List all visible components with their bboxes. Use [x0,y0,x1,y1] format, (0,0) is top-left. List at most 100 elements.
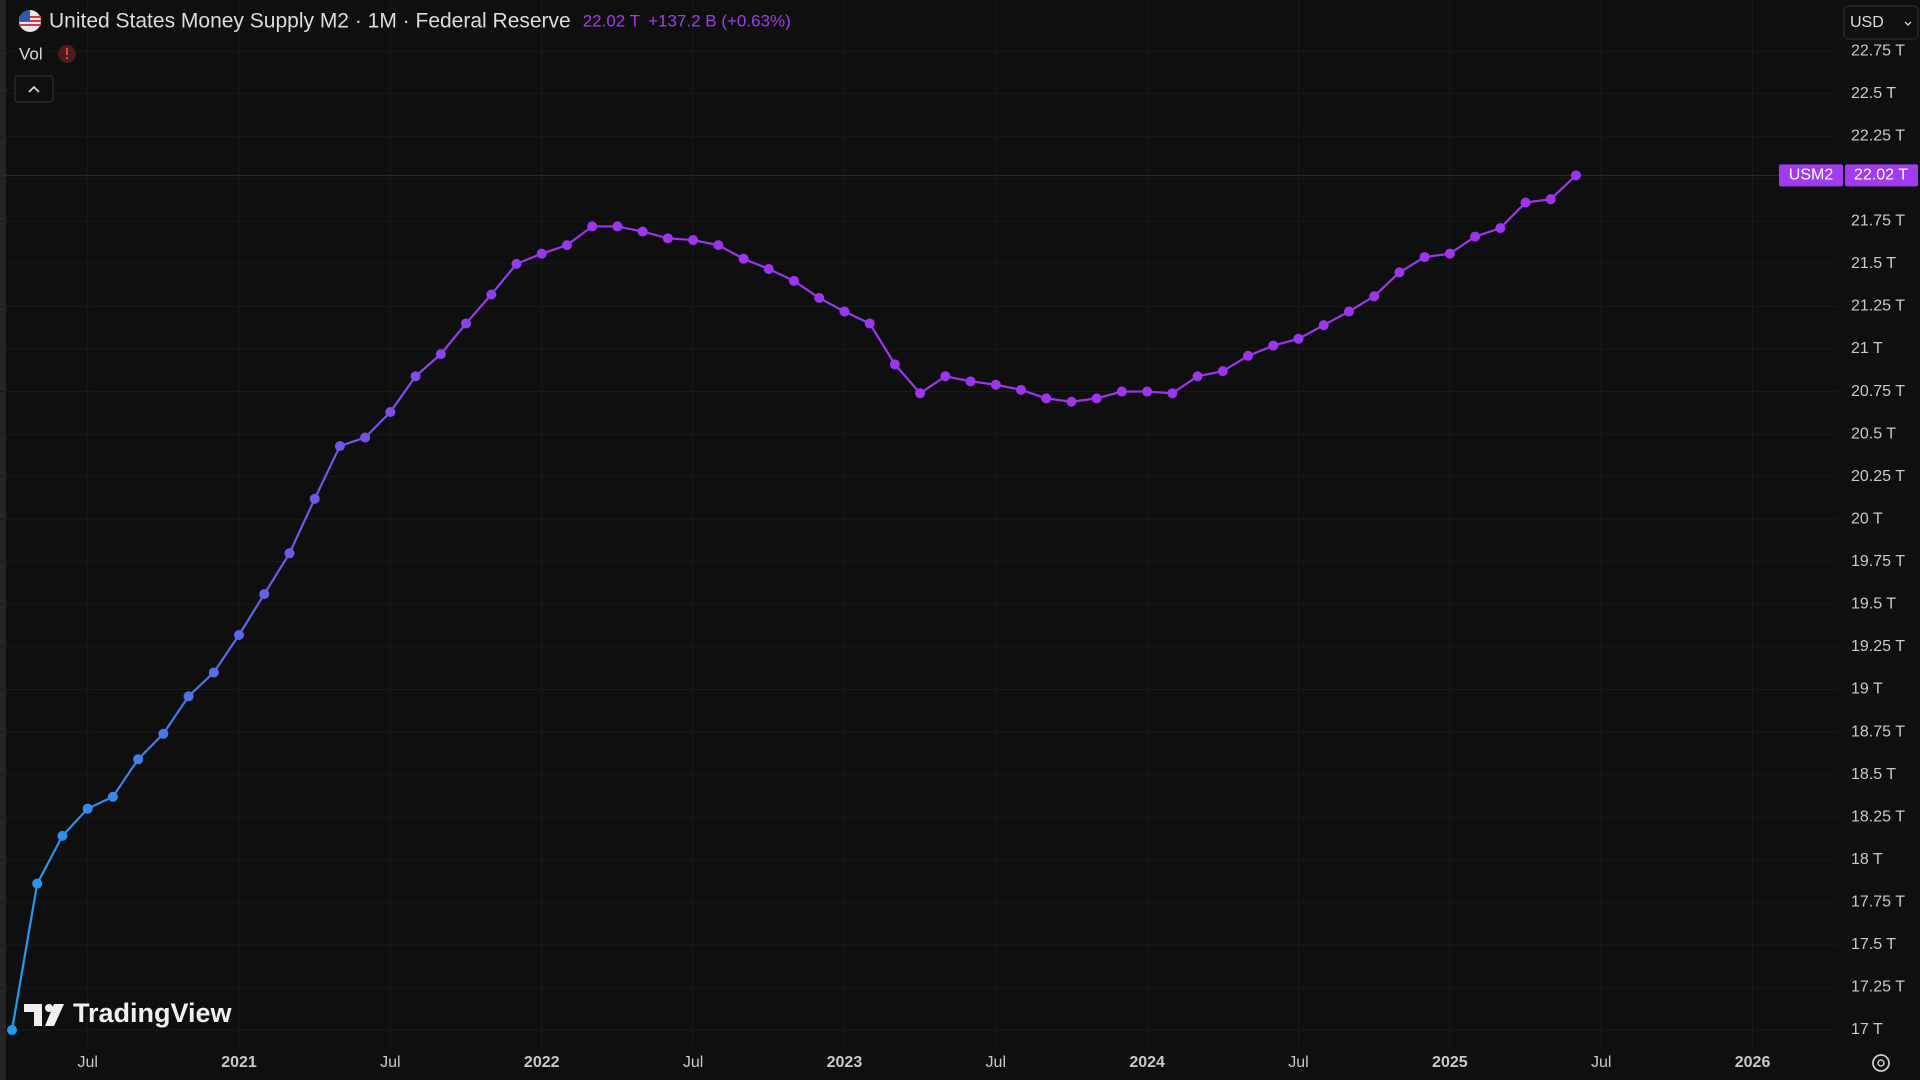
y-tick-label: 19.75 T [1851,553,1905,570]
plot [0,170,1837,1035]
header-change: +137.2 B (+0.63%) [648,11,791,30]
data-point [1116,386,1127,397]
y-tick-label: 19.5 T [1851,596,1896,613]
data-point [1167,388,1178,399]
watermark-logo [24,1004,64,1026]
data-point [990,379,1001,390]
data-point [1016,384,1027,395]
data-point [1243,350,1254,361]
y-tick-label: 21 T [1851,340,1883,357]
data-point [82,803,93,814]
data-point [965,376,976,387]
data-point [662,233,673,244]
x-tick-label: 2024 [1129,1054,1165,1071]
y-tick-label: 20.25 T [1851,468,1905,485]
x-tick-label: Jul [77,1054,97,1071]
price-tag-symbol-bg [1779,164,1843,187]
price-tag-value-bg [1845,164,1918,187]
x-tick-label: Jul [1591,1054,1611,1071]
data-point [637,226,648,237]
data-point [612,221,623,232]
grid [0,0,1837,1047]
price-tag-symbol: USM2 [1789,167,1834,184]
data-point [107,791,118,802]
currency-button[interactable] [1843,5,1919,40]
data-point [889,359,900,370]
y-tick-label: 17 T [1851,1021,1883,1038]
x-tick-label: 2026 [1735,1054,1771,1071]
collapse-icon [28,85,40,93]
data-point [334,441,345,452]
data-point [1192,371,1203,382]
x-tick-label: 2021 [221,1054,257,1071]
data-point [208,667,219,678]
data-point [839,306,850,317]
data-point [1419,252,1430,263]
data-point [1444,248,1455,259]
x-tick-label: 2022 [524,1054,560,1071]
data-point [940,371,951,382]
data-point [1293,333,1304,344]
data-point [32,878,43,889]
data-point [1545,194,1556,205]
y-tick-label: 19.25 T [1851,638,1905,655]
data-point [1091,393,1102,404]
data-point [234,630,245,641]
volume-label: Vol [19,44,43,63]
y-tick-label: 20.75 T [1851,383,1905,400]
data-point [738,253,749,264]
y-tick-label: 21.75 T [1851,213,1905,230]
data-point [511,258,522,269]
data-point [536,248,547,259]
data-point [1520,197,1531,208]
chart-title: United States Money Supply M2 · 1M · Fed… [49,10,571,33]
data-point [360,432,371,443]
data-point [1217,366,1228,377]
y-tick-label: 17.25 T [1851,979,1905,996]
currency-label: USD [1850,14,1884,31]
data-point [814,292,825,303]
currency-caret [1904,21,1912,26]
data-point [259,589,270,600]
data-point [1394,267,1405,278]
data-point [1142,386,1153,397]
x-tick-label: Jul [986,1054,1006,1071]
x-tick-label: Jul [1288,1054,1308,1071]
x-tick-label: 2025 [1432,1054,1468,1071]
settings-icon-center [1877,1059,1885,1067]
data-point [410,371,421,382]
data-point [1268,340,1279,351]
data-point [486,289,497,300]
data-point [133,754,144,765]
data-point [1495,223,1506,234]
watermark-text: TradingView [73,998,233,1028]
data-point [309,493,320,504]
y-tick-label: 20.5 T [1851,425,1896,442]
data-point [587,221,598,232]
settings-icon[interactable] [1872,1054,1890,1072]
data-point [1343,306,1354,317]
data-point [561,240,572,251]
y-tick-label: 20 T [1851,510,1883,527]
flag-icon [19,10,41,32]
left-edge [0,0,6,1080]
y-tick-label: 18 T [1851,851,1883,868]
data-point [183,691,194,702]
warning-dot [66,57,68,59]
x-tick-label: Jul [380,1054,400,1071]
x-tick-label: 2023 [827,1054,863,1071]
y-tick-label: 21.5 T [1851,255,1896,272]
data-point [1470,231,1481,242]
y-tick-label: 21.25 T [1851,298,1905,315]
data-point [284,548,295,559]
x-tick-label: Jul [683,1054,703,1071]
data-point [1369,291,1380,302]
data-point [7,1024,17,1035]
data-point [1318,320,1329,331]
y-tick-label: 18.75 T [1851,723,1905,740]
collapse-button[interactable] [14,75,54,103]
y-tick-label: 17.75 T [1851,894,1905,911]
data-point [435,349,446,360]
